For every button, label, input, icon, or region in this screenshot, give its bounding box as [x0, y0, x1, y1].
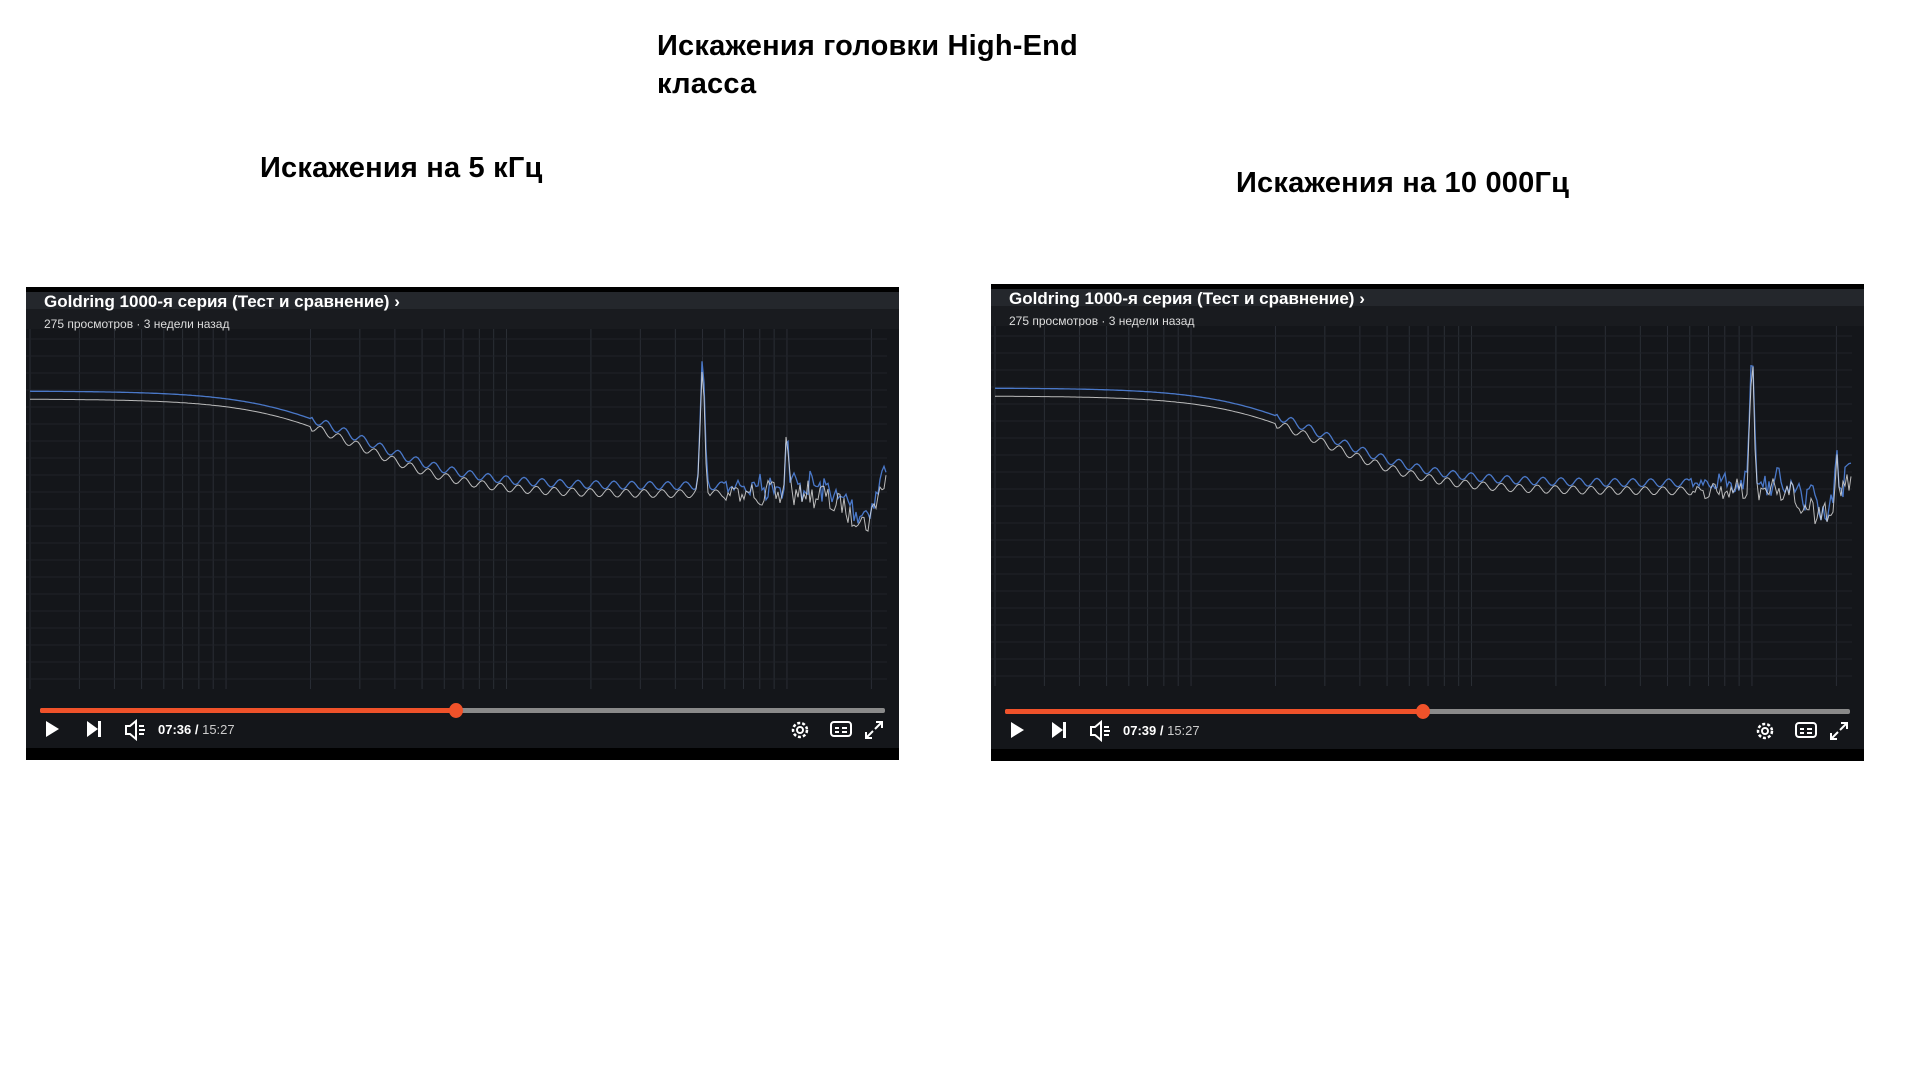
progress-fill [1005, 709, 1424, 714]
video-title: Goldring 1000-я серия (Тест и сравнение) [1009, 289, 1355, 308]
caption-5khz: Искажения на 5 кГц [260, 152, 543, 184]
fullscreen-icon [1830, 722, 1848, 740]
video-title-link[interactable]: Goldring 1000-я серия (Тест и сравнение)… [1009, 289, 1365, 309]
video-meta: 275 просмотров · 3 недели назад [1009, 314, 1195, 328]
spectrum-trace-blue [29, 361, 887, 524]
chevron-right-icon: › [1359, 289, 1365, 308]
spectrum-video-frame [26, 329, 887, 689]
spectrum-trace-white [994, 366, 1852, 525]
settings-button[interactable] [1754, 720, 1776, 747]
current-time: 07:39 [1123, 723, 1157, 738]
video-title: Goldring 1000-я серия (Тест и сравнение) [44, 292, 390, 311]
spectrum-trace-blue [994, 364, 1852, 523]
fullscreen-button[interactable] [863, 719, 885, 746]
mute-button[interactable] [1089, 719, 1113, 747]
video-player-10khz[interactable]: Goldring 1000-я серия (Тест и сравнение)… [991, 284, 1864, 761]
chevron-right-icon: › [394, 292, 400, 311]
player-top-edge [991, 284, 1864, 289]
subtitles-icon [830, 721, 852, 737]
next-icon [1052, 722, 1066, 738]
subtitles-button[interactable] [1794, 720, 1818, 745]
play-button[interactable] [1007, 720, 1027, 745]
info-bar [26, 309, 899, 329]
progress-scrubber[interactable] [1416, 704, 1431, 719]
play-button[interactable] [42, 719, 62, 744]
duration: 15:27 [202, 722, 235, 737]
volume-muted-icon [125, 718, 145, 742]
time-display: 07:36 / 15:27 [158, 722, 235, 737]
main-title: Искажения головки High-End класса [657, 30, 1078, 100]
current-time: 07:36 [158, 722, 192, 737]
player-bottom-edge [991, 749, 1864, 761]
settings-button[interactable] [789, 719, 811, 746]
progress-scrubber[interactable] [448, 703, 463, 718]
title-bar [991, 289, 1864, 306]
player-bottom-edge [26, 748, 899, 760]
video-meta: 275 просмотров · 3 недели назад [44, 317, 230, 331]
spectrum-video-frame [991, 326, 1852, 686]
mute-button[interactable] [124, 718, 148, 746]
next-icon [87, 721, 101, 737]
progress-bar[interactable] [1005, 704, 1850, 719]
title-bar [26, 292, 899, 309]
duration: 15:27 [1167, 723, 1200, 738]
next-button[interactable] [84, 719, 104, 744]
info-bar [991, 306, 1864, 326]
progress-bar[interactable] [40, 703, 885, 718]
time-display: 07:39 / 15:27 [1123, 723, 1200, 738]
volume-muted-icon [1090, 719, 1110, 743]
settings-icon [1756, 722, 1774, 740]
settings-icon [791, 721, 809, 739]
player-top-edge [26, 287, 899, 292]
fullscreen-button[interactable] [1828, 720, 1850, 747]
play-icon [46, 721, 59, 737]
caption-10khz: Искажения на 10 000Гц [1236, 167, 1570, 199]
progress-fill [40, 708, 456, 713]
spectrum-trace-white [29, 371, 887, 532]
subtitles-button[interactable] [829, 719, 853, 744]
video-player-5khz[interactable]: Goldring 1000-я серия (Тест и сравнение)… [26, 287, 899, 760]
subtitles-icon [1795, 722, 1817, 738]
next-button[interactable] [1049, 720, 1069, 745]
play-icon [1011, 722, 1024, 738]
video-title-link[interactable]: Goldring 1000-я серия (Тест и сравнение)… [44, 292, 400, 312]
fullscreen-icon [865, 721, 883, 739]
